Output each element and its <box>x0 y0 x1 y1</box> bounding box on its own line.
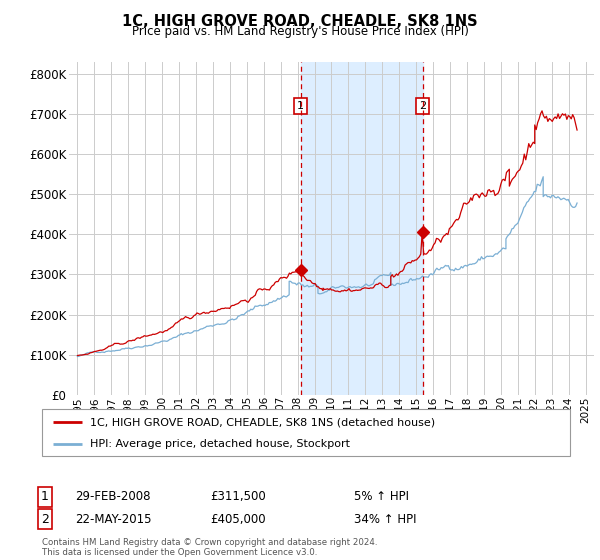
Text: 29-FEB-2008: 29-FEB-2008 <box>75 490 151 503</box>
Text: £405,000: £405,000 <box>210 512 266 526</box>
Text: 1C, HIGH GROVE ROAD, CHEADLE, SK8 1NS: 1C, HIGH GROVE ROAD, CHEADLE, SK8 1NS <box>122 14 478 29</box>
Text: £311,500: £311,500 <box>210 490 266 503</box>
Text: 1C, HIGH GROVE ROAD, CHEADLE, SK8 1NS (detached house): 1C, HIGH GROVE ROAD, CHEADLE, SK8 1NS (d… <box>89 417 434 427</box>
Text: 1: 1 <box>41 490 49 503</box>
Text: Contains HM Land Registry data © Crown copyright and database right 2024.
This d: Contains HM Land Registry data © Crown c… <box>42 538 377 557</box>
Text: 2: 2 <box>419 101 427 111</box>
Text: 1: 1 <box>297 101 304 111</box>
Bar <box>301 62 423 395</box>
Text: HPI: Average price, detached house, Stockport: HPI: Average price, detached house, Stoc… <box>89 438 350 449</box>
Text: 2: 2 <box>41 512 49 526</box>
Text: 5% ↑ HPI: 5% ↑ HPI <box>354 490 409 503</box>
Text: Price paid vs. HM Land Registry's House Price Index (HPI): Price paid vs. HM Land Registry's House … <box>131 25 469 38</box>
Text: 34% ↑ HPI: 34% ↑ HPI <box>354 512 416 526</box>
Text: 22-MAY-2015: 22-MAY-2015 <box>75 512 151 526</box>
